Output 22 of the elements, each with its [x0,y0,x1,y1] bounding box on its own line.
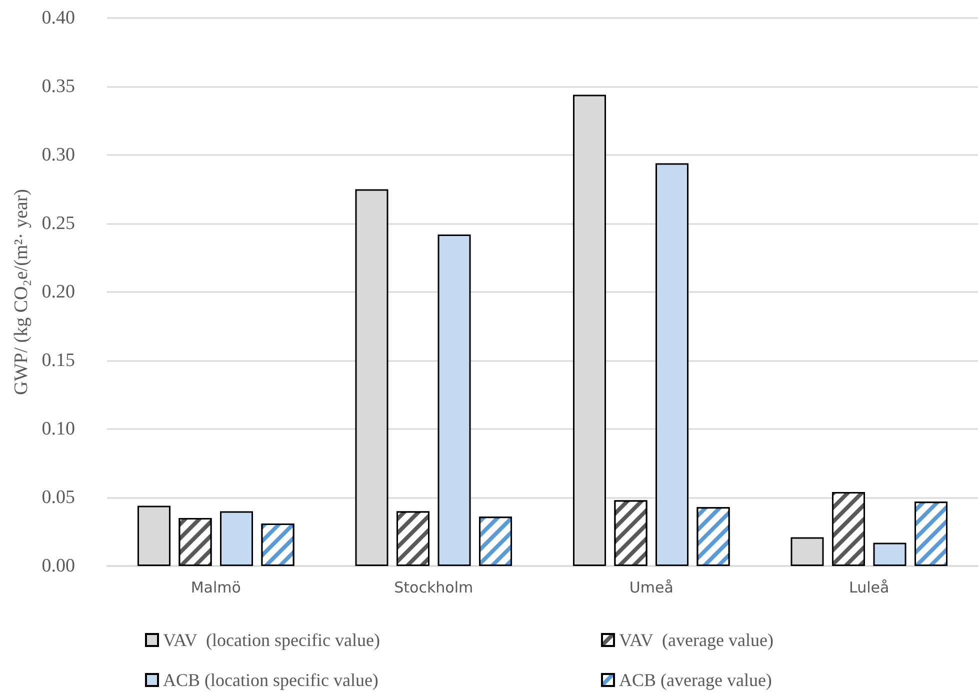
y-tick-label: 0.05 [42,487,75,508]
legend-label: ACB (average value) [619,670,772,690]
x-tick-label: Stockholm [394,578,474,596]
bar [656,163,689,566]
y-tick-label: 0.15 [42,350,75,371]
y-tick-label: 0.10 [42,418,75,440]
legend-label: ACB (location specific value) [163,670,378,690]
y-tick-label: 0.00 [42,556,75,576]
y-tick-label: 0.20 [42,282,75,302]
x-tick-label: Malmö [190,578,241,596]
y-tick-label: 0.30 [42,144,75,166]
legend-label: VAV (average value) [619,630,774,650]
bar [220,511,254,566]
legend-label: VAV (location specific value) [163,630,380,650]
bar [873,542,906,566]
x-tick-label: Umeå [629,578,674,596]
y-tick-label: 0.25 [42,213,75,234]
y-tick-label: 0.35 [42,76,75,97]
bar [438,234,471,566]
x-tick-label: Luleå [849,578,890,596]
y-axis-title: GWP/ (kg CO₂e/(m²· year) [10,189,32,395]
y-tick-label: 0.40 [42,8,75,28]
